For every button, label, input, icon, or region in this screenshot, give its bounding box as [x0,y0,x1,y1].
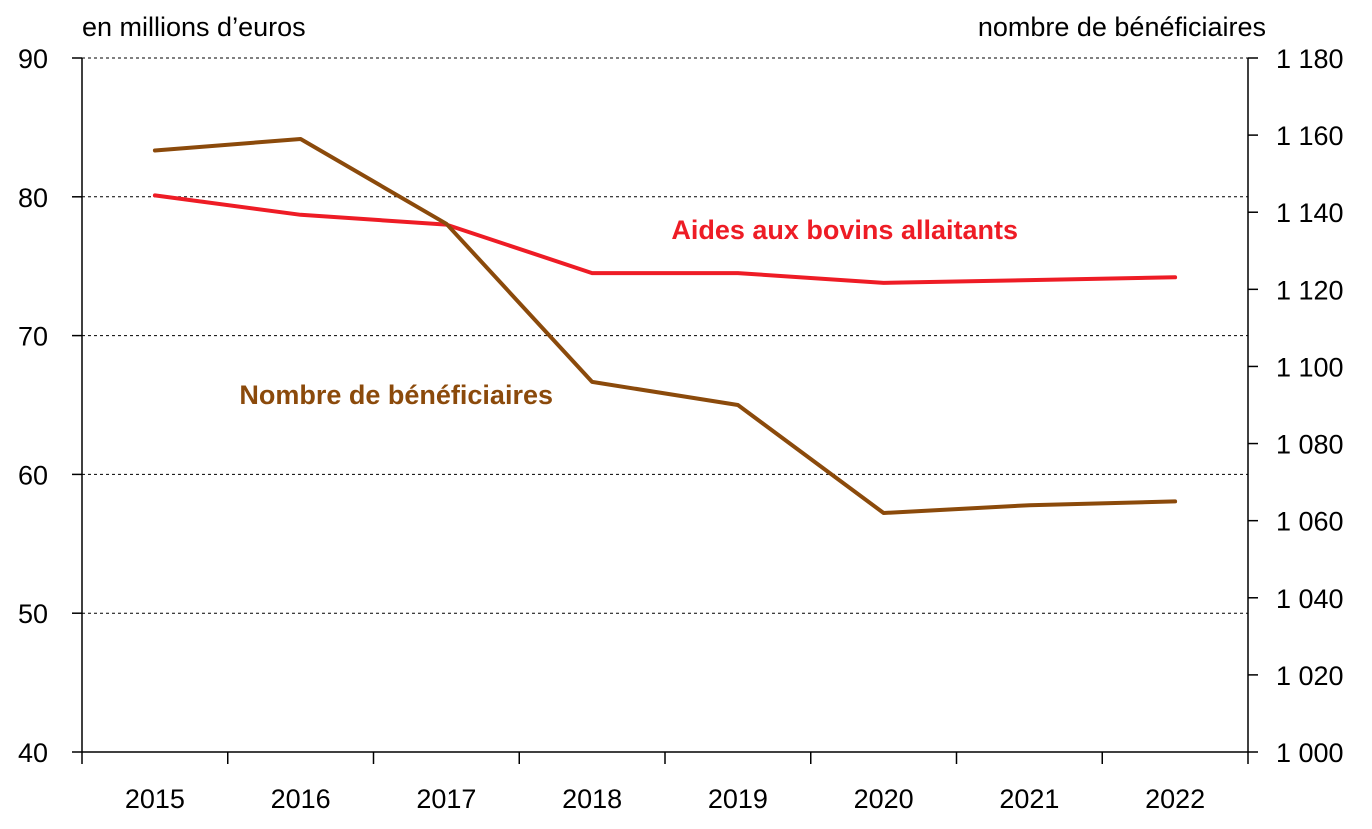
right-axis-unit: nombre de bénéficiaires [978,12,1266,42]
series-line-beneficiaires [152,137,1178,515]
left-tick-label: 70 [18,322,48,352]
x-tick-label: 2019 [708,784,768,814]
right-tick-label: 1 080 [1276,430,1344,460]
left-axis-ticks: 40 50 60 70 80 90 [18,44,82,768]
x-tick-label: 2020 [854,784,914,814]
series-label-aides: Aides aux bovins allaitants [671,215,1018,245]
x-tick-label: 2015 [125,784,185,814]
right-tick-label: 1 100 [1276,352,1344,382]
gridlines [82,57,1248,614]
left-axis-unit: en millions d’euros [82,12,306,42]
right-tick-label: 1 160 [1276,121,1344,151]
x-tick-label: 2022 [1145,784,1205,814]
left-tick-label: 60 [18,460,48,490]
x-axis-ticks: 2015 2016 2017 2018 2019 2020 2021 2022 [81,752,1249,814]
x-tick-label: 2017 [416,784,476,814]
right-tick-label: 1 140 [1276,198,1344,228]
right-axis-ticks: 1 000 1 020 1 040 1 060 1 080 1 100 1 120 1 140… [1248,44,1344,768]
series-line-aides [152,193,1178,285]
left-tick-label: 80 [18,183,48,213]
right-tick-label: 1 020 [1276,661,1344,691]
right-tick-label: 1 000 [1276,738,1344,768]
series-label-beneficiaires: Nombre de bénéficiaires [239,380,553,410]
right-tick-label: 1 060 [1276,507,1344,537]
x-tick-label: 2016 [271,784,331,814]
x-tick-label: 2018 [562,784,622,814]
right-tick-label: 1 040 [1276,584,1344,614]
right-tick-label: 1 180 [1276,44,1344,74]
left-tick-label: 50 [18,599,48,629]
x-tick-label: 2021 [999,784,1059,814]
right-tick-label: 1 120 [1276,275,1344,305]
left-tick-label: 90 [18,44,48,74]
series-lines [152,137,1178,515]
left-tick-label: 40 [18,738,48,768]
